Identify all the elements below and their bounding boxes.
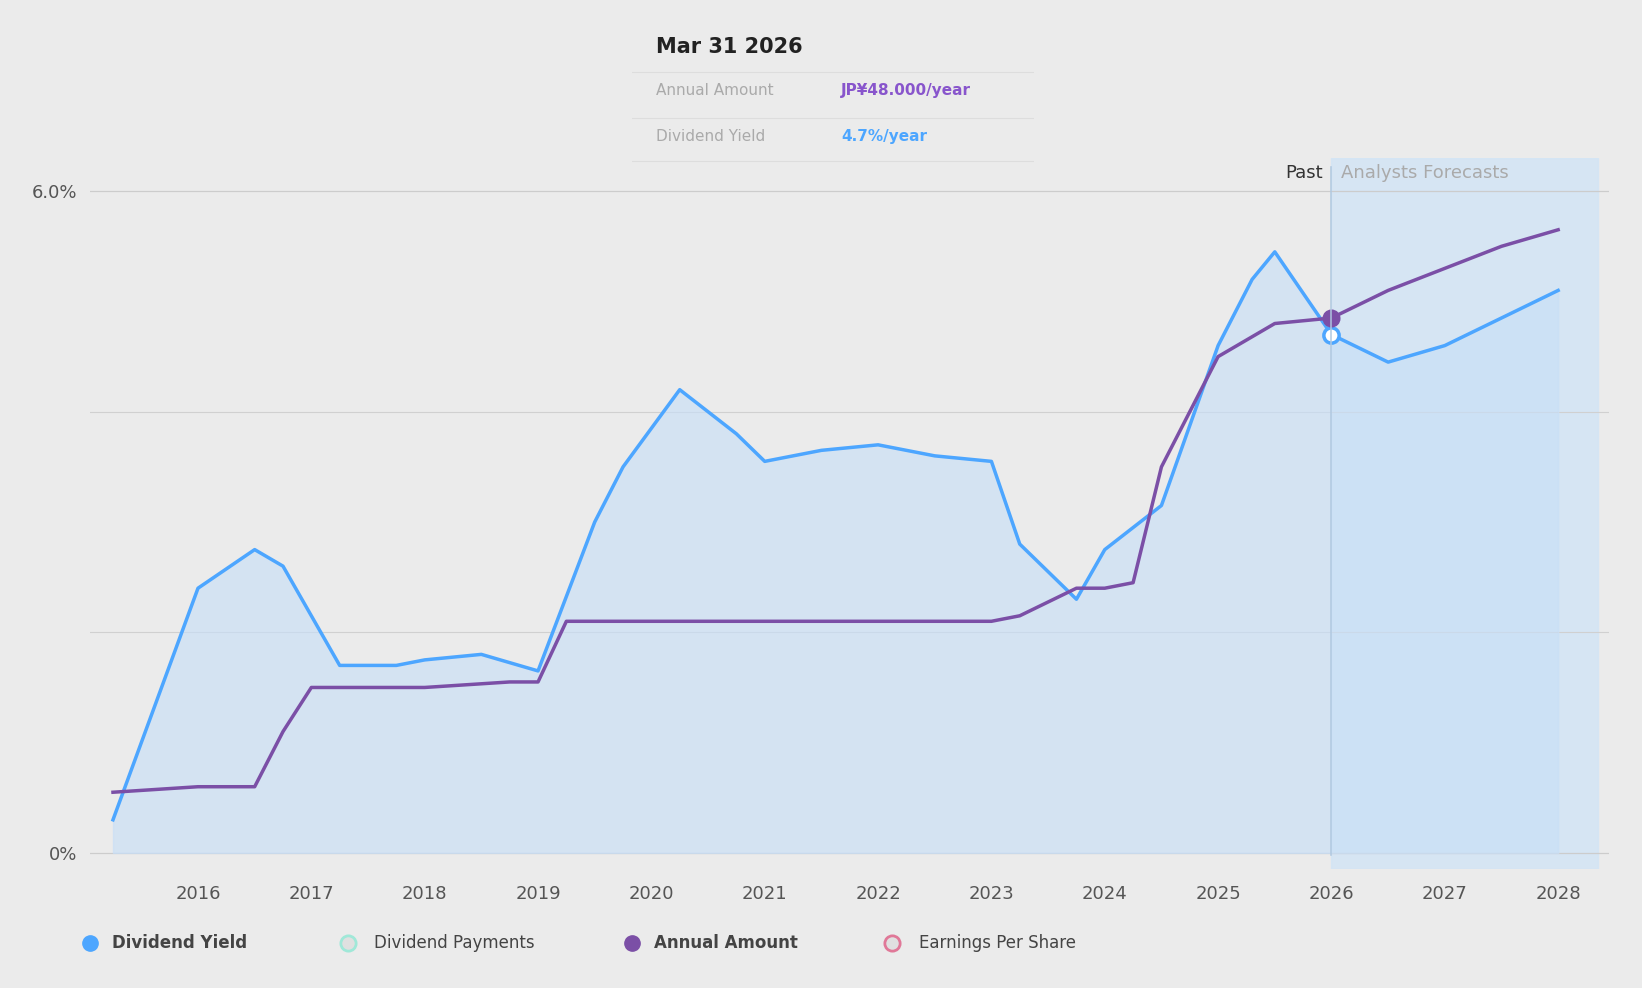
Text: Dividend Yield: Dividend Yield bbox=[657, 128, 765, 143]
Text: Annual Amount: Annual Amount bbox=[654, 934, 798, 952]
Text: Dividend Payments: Dividend Payments bbox=[374, 934, 534, 952]
Bar bbox=[1332, 158, 1598, 869]
Text: Dividend Yield: Dividend Yield bbox=[112, 934, 248, 952]
Text: 4.7%/year: 4.7%/year bbox=[841, 128, 928, 143]
Text: Analysts Forecasts: Analysts Forecasts bbox=[1340, 164, 1509, 182]
Text: Mar 31 2026: Mar 31 2026 bbox=[657, 37, 803, 56]
Text: Earnings Per Share: Earnings Per Share bbox=[920, 934, 1076, 952]
Text: JP¥48.000/year: JP¥48.000/year bbox=[841, 83, 972, 98]
Text: Past: Past bbox=[1284, 164, 1322, 182]
Text: Annual Amount: Annual Amount bbox=[657, 83, 773, 98]
